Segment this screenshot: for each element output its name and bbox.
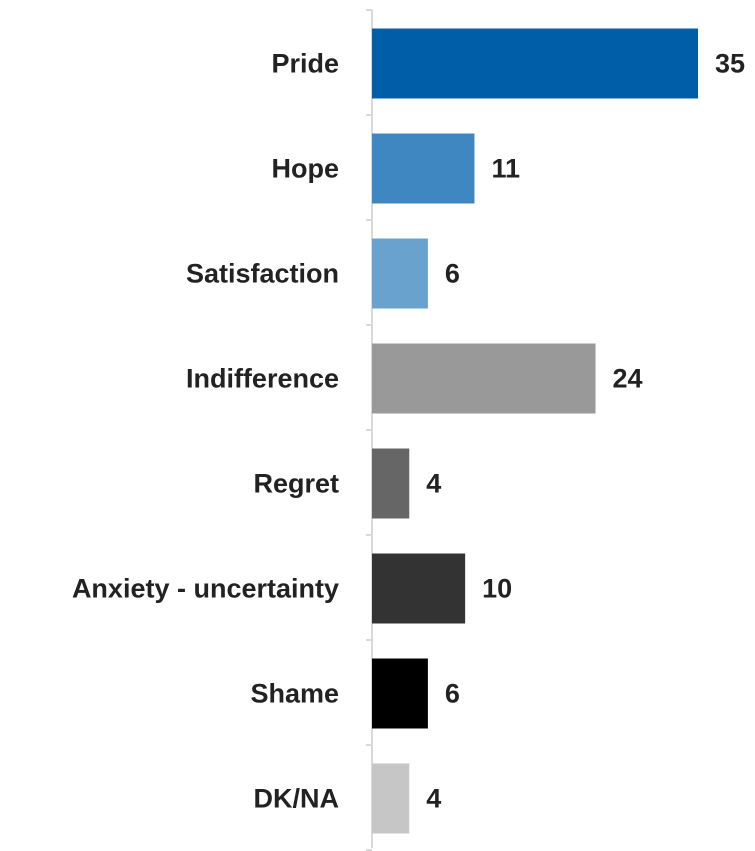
category-label-anxiety-uncertainty: Anxiety - uncertainty — [72, 574, 339, 604]
bars-group — [372, 28, 698, 834]
value-label-regret: 4 — [426, 469, 441, 499]
bar-pride — [372, 28, 698, 99]
bar-indifference — [372, 343, 596, 414]
bar-anxiety-uncertainty — [372, 553, 466, 624]
bar-hope — [372, 133, 475, 204]
value-label-indifference: 24 — [613, 364, 643, 394]
category-label-dk-na: DK/NA — [254, 784, 340, 814]
category-label-satisfaction: Satisfaction — [186, 259, 339, 289]
value-label-shame: 6 — [445, 679, 460, 709]
y-axis-ticks — [366, 9, 372, 851]
category-label-indifference: Indifference — [186, 364, 339, 394]
value-label-hope: 11 — [491, 154, 520, 184]
value-label-anxiety-uncertainty: 10 — [482, 574, 512, 604]
bar-shame — [372, 658, 428, 729]
category-label-shame: Shame — [250, 679, 339, 709]
value-label-dk-na: 4 — [426, 784, 441, 814]
value-labels: 35 11 6 24 4 10 6 4 — [426, 49, 745, 814]
category-label-hope: Hope — [272, 154, 340, 184]
category-labels: Pride Hope Satisfaction Indifference Regret A… — [72, 49, 339, 814]
bar-satisfaction — [372, 238, 428, 309]
category-label-pride: Pride — [271, 49, 339, 79]
value-label-satisfaction: 6 — [445, 259, 460, 289]
bar-dk-na — [372, 763, 410, 834]
bar-regret — [372, 448, 410, 519]
category-label-regret: Regret — [253, 469, 339, 499]
value-label-pride: 35 — [715, 49, 745, 79]
